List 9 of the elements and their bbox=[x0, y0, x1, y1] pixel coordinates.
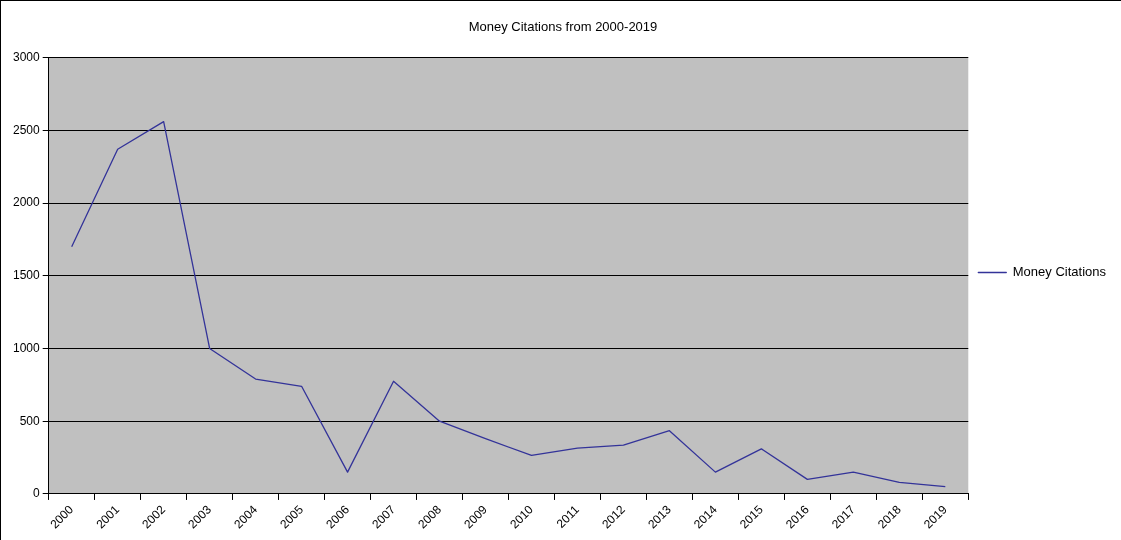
y-tick-label: 1500 bbox=[12, 268, 41, 283]
y-tick-label: 2000 bbox=[12, 195, 41, 210]
legend-label: Money Citations bbox=[1012, 264, 1107, 280]
y-tick-label: 1000 bbox=[12, 340, 41, 355]
y-tick-label: 2500 bbox=[12, 122, 41, 137]
chart-title: Money Citations from 2000-2019 bbox=[468, 19, 658, 35]
y-tick-label: 0 bbox=[33, 486, 41, 501]
y-tick-label: 500 bbox=[19, 413, 41, 428]
y-tick-label: 3000 bbox=[12, 49, 41, 64]
